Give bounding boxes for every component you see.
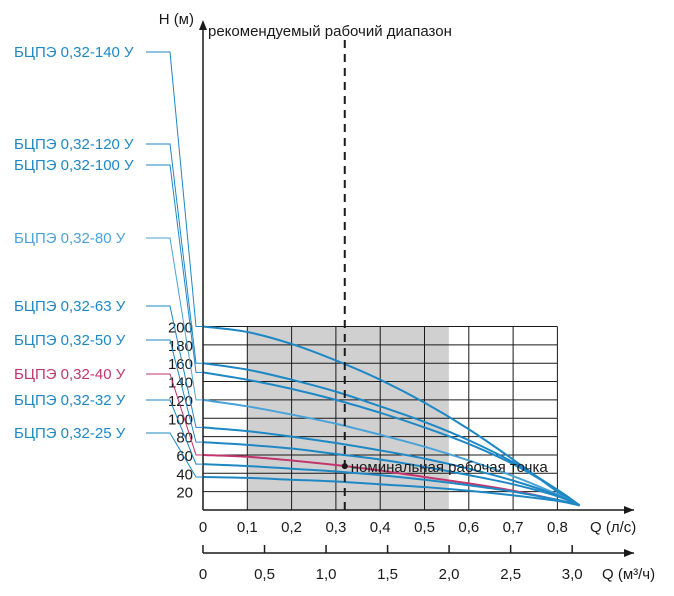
x-tick-label: 0,1: [237, 519, 258, 536]
x2-axis-title: Q (м³/ч): [602, 566, 655, 583]
series-leader-line: [146, 305, 203, 428]
curve-БЦПЭ 0,32-50 У: [202, 441, 580, 507]
series-label: БЦПЭ 0,32-100 У: [14, 157, 134, 174]
series-leader-line: [146, 164, 203, 373]
series-label: БЦПЭ 0,32-40 У: [14, 366, 126, 383]
y-tick-label: 100: [168, 411, 193, 428]
series-label: БЦПЭ 0,32-120 У: [14, 136, 134, 153]
y-tick-label: 60: [176, 448, 193, 465]
series-leader-line: [146, 237, 203, 401]
curve-БЦПЭ 0,32-32 У: [202, 463, 580, 507]
x-tick-label: 0,5: [414, 519, 435, 536]
x-tick-label: 0,3: [325, 519, 346, 536]
series-label: БЦПЭ 0,32-25 У: [14, 425, 126, 442]
series-label: БЦПЭ 0,32-50 У: [14, 332, 126, 349]
x-axis-title: Q (л/с): [590, 519, 636, 536]
x2-tick-label: 0,5: [254, 566, 275, 583]
x2-tick-label: 0: [199, 566, 207, 583]
x-tick-label: 0,6: [458, 519, 479, 536]
series-leader-line: [146, 339, 203, 443]
series-leader-line: [146, 432, 203, 478]
series-leader-line: [146, 399, 203, 465]
y-axis-title: H (м): [159, 11, 194, 28]
curve-БЦПЭ 0,32-100 У: [202, 371, 581, 507]
x-tick-label: 0,4: [370, 519, 391, 536]
x2-tick-label: 2,0: [439, 566, 460, 583]
y-tick-label: 40: [176, 466, 193, 483]
x2-axis-arrow: [624, 549, 634, 557]
series-label: БЦПЭ 0,32-32 У: [14, 392, 126, 409]
working-range-label: рекомендуемый рабочий диапазон: [208, 23, 452, 40]
series-leader-line: [146, 51, 203, 327]
x2-tick-label: 1,0: [316, 566, 337, 583]
x-tick-label: 0,7: [503, 519, 524, 536]
nominal-point-label: номинальная рабочая точка: [351, 459, 549, 476]
series-label: БЦПЭ 0,32-140 У: [14, 44, 134, 61]
curves: [202, 325, 581, 507]
series-labels: БЦПЭ 0,32-140 У БЦПЭ 0,32-120 У БЦПЭ 0,32-…: [14, 44, 203, 478]
y-tick-label: 160: [168, 356, 193, 373]
curve-БЦПЭ 0,32-80 У: [202, 398, 580, 507]
x-tick-label: 0,8: [547, 519, 568, 536]
nominal-point-marker: [341, 463, 348, 470]
series-label: БЦПЭ 0,32-63 У: [14, 298, 126, 315]
x-tick-label: 0,2: [281, 519, 302, 536]
curve-БЦПЭ 0,32-63 У: [202, 426, 580, 507]
x2-tick-label: 1,5: [377, 566, 398, 583]
series-leader-line: [146, 373, 203, 456]
series-label: БЦПЭ 0,32-80 У: [14, 230, 126, 247]
y-tick-label: 20: [176, 485, 193, 502]
x2-tick-label: 3,0: [562, 566, 583, 583]
curve-БЦПЭ 0,32-25 У: [202, 475, 580, 507]
series-leader-line: [146, 143, 203, 364]
y-axis-arrow: [199, 20, 207, 30]
x2-tick-label: 2,5: [500, 566, 521, 583]
x-tick-label: 0: [199, 519, 207, 536]
x-axis-arrow: [624, 506, 634, 514]
